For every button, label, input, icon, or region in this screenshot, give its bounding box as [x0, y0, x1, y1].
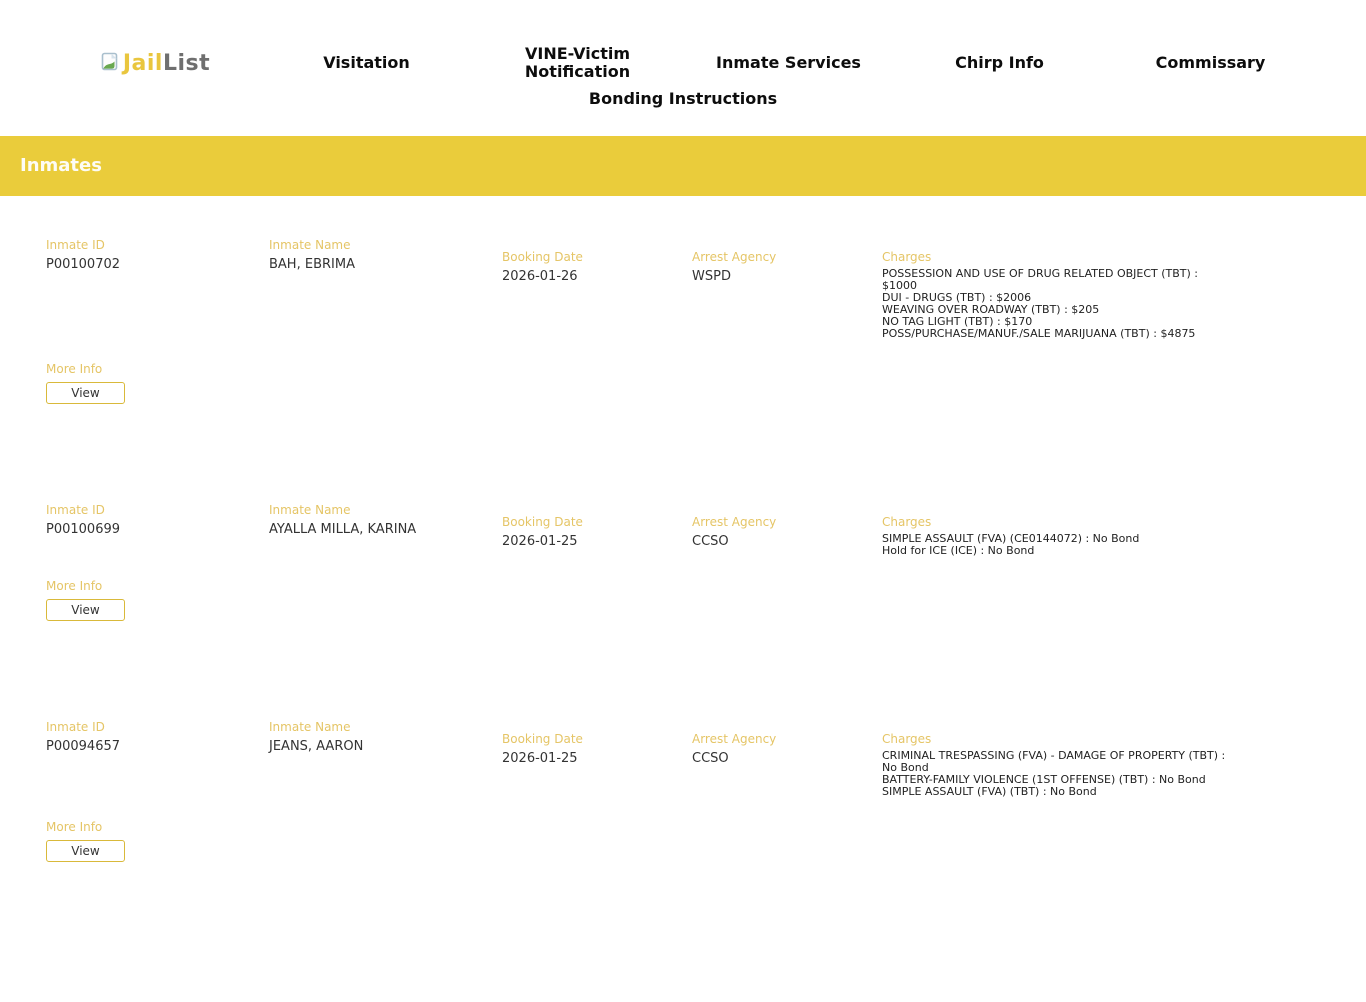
view-button[interactable]: View [46, 382, 125, 404]
inmate-record: Inmate ID P00100699 Inmate Name AYALLA M… [46, 504, 1320, 621]
booking-date-field: Booking Date 2026-01-25 [502, 721, 692, 767]
nav-item-chirp-info[interactable]: Chirp Info [955, 53, 1044, 72]
nav-item-inmate-services[interactable]: Inmate Services [716, 53, 861, 72]
header: JailList Visitation VINE-Victim Notifica… [0, 0, 1366, 136]
page-title: Inmates [20, 155, 102, 176]
nav-item-bonding-instructions[interactable]: Bonding Instructions [588, 89, 778, 108]
nav-item-vine-victim-notification[interactable]: VINE-Victim Notification [524, 44, 631, 81]
page-title-banner: Inmates [0, 136, 1366, 196]
charges-list: SIMPLE ASSAULT (FVA) (CE0144072) : No Bo… [882, 533, 1234, 557]
logo-word-list: List [162, 50, 211, 76]
inmate-id-field: Inmate ID P00094657 [46, 721, 269, 755]
arrest-agency-field: Arrest Agency CCSO [692, 721, 882, 767]
logo-wordmark: JailList [123, 51, 210, 76]
arrest-agency-value: WSPD [692, 269, 731, 284]
main-nav: JailList Visitation VINE-Victim Notifica… [18, 45, 1348, 108]
view-button[interactable]: View [46, 599, 125, 621]
charges-list: CRIMINAL TRESPASSING (FVA) - DAMAGE OF P… [882, 750, 1234, 798]
booking-date-label: Booking Date [502, 515, 583, 529]
arrest-agency-value: CCSO [692, 751, 729, 766]
charge-line: SIMPLE ASSAULT (FVA) (CE0144072) : No Bo… [882, 532, 1140, 545]
document-leaf-icon [101, 52, 119, 75]
inmate-id-field: Inmate ID P00100702 [46, 239, 269, 273]
logo[interactable]: JailList [50, 51, 261, 76]
inmate-id-field: Inmate ID P00100699 [46, 504, 269, 538]
booking-date-label: Booking Date [502, 250, 583, 264]
arrest-agency-label: Arrest Agency [692, 732, 777, 746]
booking-date-value: 2026-01-25 [502, 751, 578, 766]
booking-date-field: Booking Date 2026-01-25 [502, 504, 692, 550]
logo-word-jail: Jail [122, 50, 163, 76]
inmate-name-field: Inmate Name AYALLA MILLA, KARINA [269, 504, 502, 538]
arrest-agency-field: Arrest Agency WSPD [692, 239, 882, 285]
charges-field: Charges SIMPLE ASSAULT (FVA) (CE0144072)… [882, 504, 1234, 557]
charges-label: Charges [882, 732, 932, 746]
arrest-agency-value: CCSO [692, 534, 729, 549]
inmate-id-label: Inmate ID [46, 720, 105, 734]
charge-line: WEAVING OVER ROADWAY (TBT) : $205 [882, 303, 1100, 316]
more-info-label: More Info [46, 362, 103, 376]
inmate-name-value: BAH, EBRIMA [269, 257, 355, 272]
nav-item-visitation[interactable]: Visitation [323, 53, 410, 72]
booking-date-value: 2026-01-26 [502, 269, 578, 284]
charge-line: POSSESSION AND USE OF DRUG RELATED OBJEC… [882, 267, 1199, 292]
charge-line: CRIMINAL TRESPASSING (FVA) - DAMAGE OF P… [882, 749, 1226, 774]
inmate-id-value: P00094657 [46, 739, 121, 754]
inmate-name-field: Inmate Name JEANS, AARON [269, 721, 502, 755]
inmate-id-label: Inmate ID [46, 238, 105, 252]
inmate-name-value: JEANS, AARON [269, 739, 364, 754]
inmate-name-label: Inmate Name [269, 238, 351, 252]
charge-line: SIMPLE ASSAULT (FVA) (TBT) : No Bond [882, 785, 1097, 798]
more-info-label: More Info [46, 820, 103, 834]
charges-label: Charges [882, 250, 932, 264]
inmate-id-value: P00100699 [46, 522, 121, 537]
booking-date-label: Booking Date [502, 732, 583, 746]
inmate-list: Inmate ID P00100702 Inmate Name BAH, EBR… [0, 196, 1366, 1002]
nav-item-commissary[interactable]: Commissary [1155, 53, 1266, 72]
charge-line: DUI - DRUGS (TBT) : $2006 [882, 291, 1032, 304]
view-button[interactable]: View [46, 840, 125, 862]
inmate-record: Inmate ID P00100702 Inmate Name BAH, EBR… [46, 239, 1320, 404]
inmate-name-value: AYALLA MILLA, KARINA [269, 522, 417, 537]
inmate-id-label: Inmate ID [46, 503, 105, 517]
more-info-field: More Info View [46, 821, 1320, 862]
charge-line: POSS/PURCHASE/MANUF./SALE MARIJUANA (TBT… [882, 327, 1196, 340]
charges-list: POSSESSION AND USE OF DRUG RELATED OBJEC… [882, 268, 1234, 340]
inmate-id-value: P00100702 [46, 257, 121, 272]
booking-date-field: Booking Date 2026-01-26 [502, 239, 692, 285]
charges-label: Charges [882, 515, 932, 529]
charge-line: NO TAG LIGHT (TBT) : $170 [882, 315, 1033, 328]
arrest-agency-label: Arrest Agency [692, 250, 777, 264]
arrest-agency-label: Arrest Agency [692, 515, 777, 529]
charge-line: BATTERY-FAMILY VIOLENCE (1ST OFFENSE) (T… [882, 773, 1206, 786]
arrest-agency-field: Arrest Agency CCSO [692, 504, 882, 550]
inmate-name-label: Inmate Name [269, 503, 351, 517]
inmate-name-field: Inmate Name BAH, EBRIMA [269, 239, 502, 273]
charges-field: Charges POSSESSION AND USE OF DRUG RELAT… [882, 239, 1234, 340]
booking-date-value: 2026-01-25 [502, 534, 578, 549]
charge-line: Hold for ICE (ICE) : No Bond [882, 544, 1035, 557]
charges-field: Charges CRIMINAL TRESPASSING (FVA) - DAM… [882, 721, 1234, 798]
more-info-label: More Info [46, 579, 103, 593]
more-info-field: More Info View [46, 580, 1320, 621]
more-info-field: More Info View [46, 363, 1320, 404]
inmate-name-label: Inmate Name [269, 720, 351, 734]
inmate-record: Inmate ID P00094657 Inmate Name JEANS, A… [46, 721, 1320, 862]
